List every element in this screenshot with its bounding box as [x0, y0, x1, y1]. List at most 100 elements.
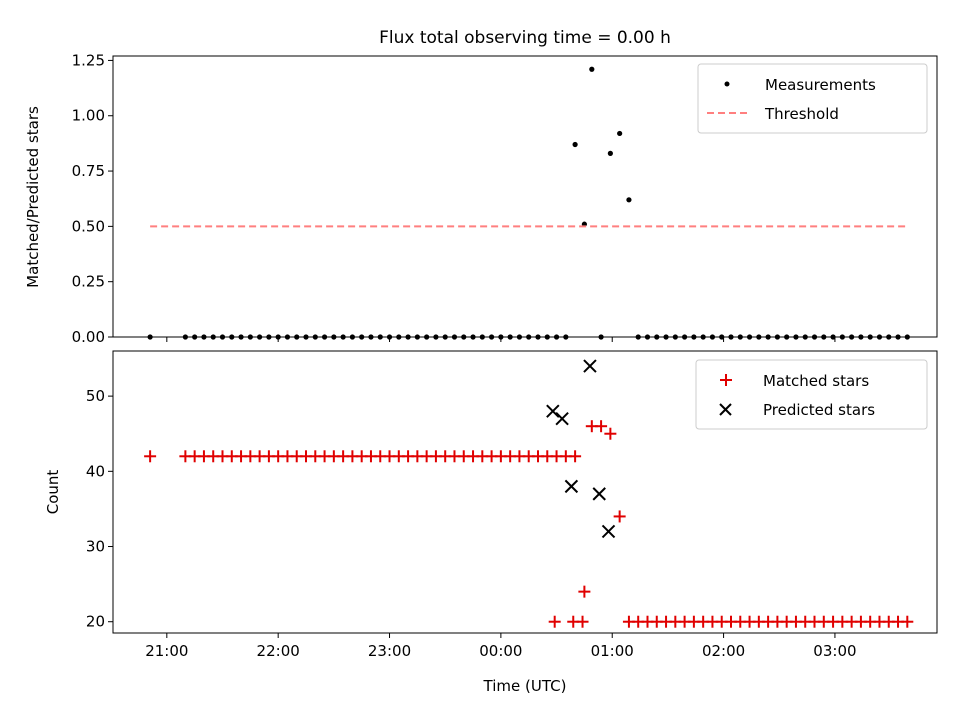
measurement-point: [765, 334, 771, 340]
measurement-point: [405, 334, 411, 340]
measurement-point: [811, 334, 818, 340]
measurement-point: [719, 334, 725, 340]
measurement-point: [867, 334, 873, 340]
x-tick-label: 00:00: [479, 642, 522, 660]
x-tick-label: 02:00: [702, 642, 745, 660]
x-tick-label: 01:00: [591, 642, 634, 660]
measurement-point: [516, 334, 523, 340]
predicted-stars-point: [555, 411, 569, 426]
y-tick-label: 50: [86, 387, 105, 405]
measurement-point: [266, 334, 272, 340]
measurement-point: [700, 334, 706, 340]
measurement-point: [598, 334, 604, 340]
count-legend-box: [695, 359, 928, 430]
ratio-legend-box: [697, 63, 928, 134]
predicted-stars-point: [601, 524, 616, 539]
measurement-point: [793, 334, 799, 340]
y-tick-label: 0.25: [72, 273, 105, 291]
matched-stars-point: [578, 585, 591, 598]
measurement-point: [321, 334, 328, 340]
measurement-point: [644, 334, 651, 340]
measurement-point: [294, 334, 300, 340]
measurement-point: [672, 334, 678, 340]
predicted-stars-point: [583, 359, 597, 373]
measurement-point: [737, 334, 743, 340]
count-x-axis: 21:00 22:00 23:00 00:00 01:00 02:00 03:00: [145, 633, 857, 660]
measurement-point: [728, 334, 734, 340]
measurement-point: [526, 334, 532, 340]
matched-stars-point: [901, 615, 914, 628]
measurement-point: [756, 334, 762, 340]
measurement-point: [479, 334, 485, 340]
measurement-point: [849, 334, 855, 340]
legend-matched-swatch: [720, 374, 732, 386]
y-tick-label: 1.25: [72, 51, 105, 69]
measurement-point: [607, 150, 613, 156]
measurement-point: [488, 334, 495, 340]
measurement-point: [746, 334, 753, 340]
measurement-point: [396, 334, 402, 340]
y-tick-label: 1.00: [72, 107, 105, 125]
measurement-point: [886, 334, 892, 340]
measurement-point: [238, 334, 244, 340]
measurement-point: [284, 334, 291, 340]
measurement-point: [340, 334, 346, 340]
y-tick-label: 40: [86, 462, 105, 480]
measurement-point: [312, 334, 318, 340]
measurement-point: [589, 66, 595, 72]
y-tick-label: 0.50: [72, 217, 105, 235]
x-axis-label: Time (UTC): [483, 677, 567, 695]
matched-stars-point: [595, 420, 608, 433]
predicted-stars-point: [546, 404, 560, 418]
measurement-point: [784, 334, 790, 340]
measurement-point: [830, 334, 836, 340]
chart-title: Flux total observing time = 0.00 h: [379, 28, 671, 48]
measurement-point: [858, 334, 864, 340]
measurement-point: [359, 334, 365, 340]
measurement-point: [377, 334, 383, 340]
measurement-point: [682, 334, 688, 340]
legend-matched-label: Matched stars: [763, 372, 869, 390]
measurement-point: [904, 334, 910, 340]
measurement-point: [147, 334, 153, 340]
x-tick-label: 03:00: [813, 642, 856, 660]
measurement-point: [691, 334, 697, 340]
count-legend: Matched stars Predicted stars: [695, 359, 928, 430]
measurement-point: [247, 334, 253, 340]
matched-stars-point: [576, 615, 589, 628]
count-plot-area: [112, 350, 938, 634]
ratio-plot-area: [112, 55, 938, 338]
measurement-point: [839, 334, 845, 340]
measurement-point: [201, 334, 207, 340]
measurement-point: [572, 141, 578, 148]
measurement-point: [470, 334, 476, 340]
measurement-point: [635, 334, 641, 340]
measurement-point: [709, 334, 716, 340]
measurement-point: [535, 334, 541, 340]
count-y-axis: 20 30 40 50: [86, 387, 113, 631]
ratio-y-axis: 0.00 0.25 0.50 0.75 1.00 1.25: [72, 51, 113, 346]
ratio-x-ticks: [166, 337, 836, 342]
measurement-point: [544, 334, 550, 340]
measurement-point: [774, 334, 780, 340]
measurement-point: [451, 334, 458, 340]
y-tick-label: 0.75: [72, 162, 105, 180]
measurement-point: [349, 334, 356, 340]
matched-stars-point: [569, 450, 582, 463]
ratio-panel: 0.00 0.25 0.50 0.75 1.00 1.25 Matched/Predict…: [24, 51, 938, 346]
count-panel: 20 30 40 50 21:00 22:00 23:00 00:00 01:00 02:00 0…: [44, 350, 938, 695]
predicted-stars-point: [564, 479, 579, 494]
measurement-point: [617, 130, 623, 137]
measurement-point: [507, 334, 513, 340]
measurement-point: [303, 334, 309, 340]
measurement-point: [654, 334, 660, 340]
measurement-point: [192, 334, 198, 340]
measurement-point: [257, 334, 263, 340]
x-tick-label: 23:00: [368, 642, 411, 660]
y-tick-label: 20: [86, 613, 105, 631]
count-y-axis-label: Count: [44, 470, 62, 515]
measurement-point: [433, 334, 439, 340]
measurement-point: [424, 334, 430, 340]
ratio-legend: Measurements Threshold: [697, 63, 928, 134]
